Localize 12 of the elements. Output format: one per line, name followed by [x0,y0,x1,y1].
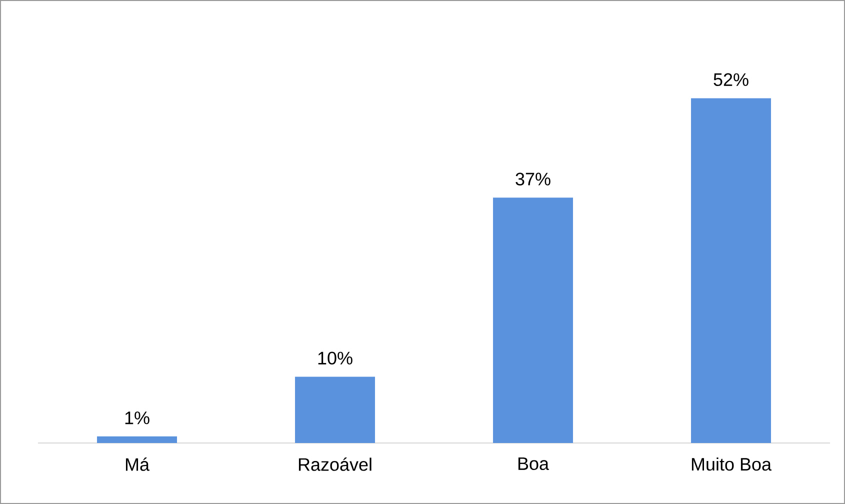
x-tick-label: Razoável [298,457,372,471]
bar [295,376,375,443]
data-label: 37% [516,172,550,186]
x-tick-label: Má [126,457,150,471]
data-label: 10% [318,352,352,364]
x-tick-label: Muito Boa [692,457,772,471]
data-label: 1% [125,412,150,424]
bar [691,98,772,443]
bar [97,436,177,443]
bar [493,198,573,443]
data-label: 52% [714,73,748,86]
x-tick-label: Boa [518,457,550,470]
